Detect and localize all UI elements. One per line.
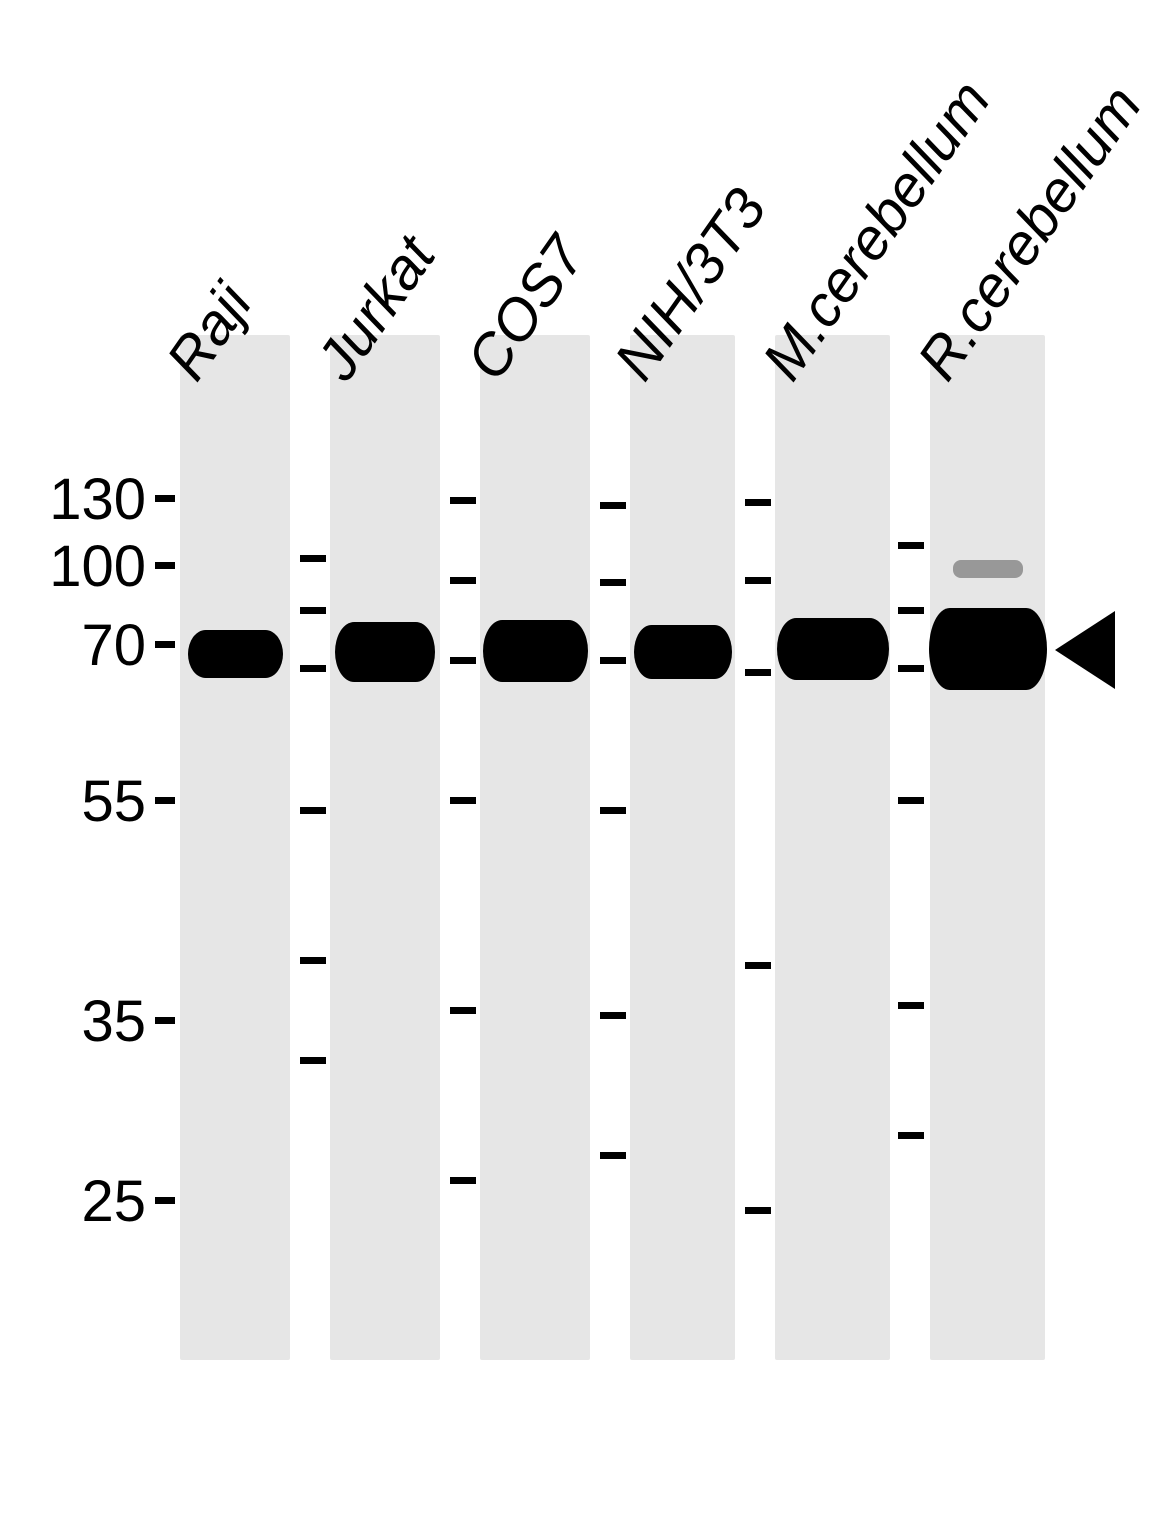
marker-tick-c2-r0 <box>600 502 626 509</box>
marker-tick-c2-r2 <box>600 657 626 664</box>
lane-2 <box>480 335 590 1360</box>
marker-tick-c4-r4 <box>898 1002 924 1009</box>
marker-tick-c2-r3 <box>600 807 626 814</box>
mw-dash-130 <box>155 495 175 502</box>
band-lane3 <box>634 625 732 679</box>
marker-tick-c0-r2 <box>300 665 326 672</box>
marker-tick-c1-r2 <box>450 657 476 664</box>
mw-label-70: 70 <box>6 612 146 679</box>
lane-1 <box>330 335 440 1360</box>
lane-4 <box>775 335 890 1360</box>
marker-tick-c4-r0 <box>898 542 924 549</box>
marker-tick-c0-r4 <box>300 957 326 964</box>
mw-label-100: 100 <box>6 533 146 600</box>
western-blot-figure: RajiJurkatCOS7NIH/3T3M.cerebellumR.cereb… <box>0 0 1165 1524</box>
mw-dash-35 <box>155 1017 175 1024</box>
marker-tick-c0-r1 <box>300 607 326 614</box>
band-lane2 <box>483 620 588 682</box>
lane-0 <box>180 335 290 1360</box>
mw-dash-70 <box>155 641 175 648</box>
marker-tick-c1-r5 <box>450 1177 476 1184</box>
marker-tick-c4-r1 <box>898 607 924 614</box>
mw-label-130: 130 <box>6 466 146 533</box>
mw-dash-55 <box>155 797 175 804</box>
marker-tick-c1-r1 <box>450 577 476 584</box>
marker-tick-c3-r2 <box>745 669 771 676</box>
marker-tick-c4-r5 <box>898 1132 924 1139</box>
marker-tick-c1-r4 <box>450 1007 476 1014</box>
marker-tick-c2-r5 <box>600 1152 626 1159</box>
mw-dash-100 <box>155 562 175 569</box>
pointer-arrow-icon <box>1055 611 1115 689</box>
marker-tick-c3-r3 <box>745 962 771 969</box>
band-lane0 <box>188 630 283 678</box>
mw-dash-25 <box>155 1197 175 1204</box>
lane-5 <box>930 335 1045 1360</box>
marker-tick-c2-r1 <box>600 579 626 586</box>
marker-tick-c0-r5 <box>300 1057 326 1064</box>
lane-3 <box>630 335 735 1360</box>
marker-tick-c4-r3 <box>898 797 924 804</box>
marker-tick-c4-r2 <box>898 665 924 672</box>
marker-tick-c3-r4 <box>745 1207 771 1214</box>
mw-label-35: 35 <box>6 988 146 1055</box>
marker-tick-c3-r1 <box>745 577 771 584</box>
band-lane4 <box>777 618 889 680</box>
marker-tick-c1-r3 <box>450 797 476 804</box>
marker-tick-c2-r4 <box>600 1012 626 1019</box>
band-lane1 <box>335 622 435 682</box>
marker-tick-c0-r3 <box>300 807 326 814</box>
mw-label-25: 25 <box>6 1168 146 1235</box>
mw-label-55: 55 <box>6 768 146 835</box>
faint-band-lane5-0 <box>953 560 1023 578</box>
marker-tick-c3-r0 <box>745 499 771 506</box>
band-lane5 <box>929 608 1047 690</box>
marker-tick-c0-r0 <box>300 555 326 562</box>
marker-tick-c1-r0 <box>450 497 476 504</box>
